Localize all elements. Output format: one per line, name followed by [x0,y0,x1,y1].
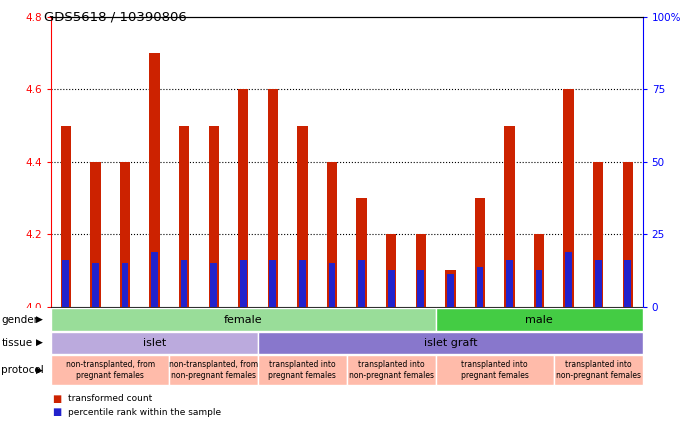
Bar [61,126,71,307]
Bar [505,126,515,307]
Bar [445,270,456,307]
Bar [151,253,158,307]
Text: tissue: tissue [1,338,33,348]
Text: protocol: protocol [1,365,44,375]
Bar [210,263,217,307]
Text: transplanted into
pregnant females: transplanted into pregnant females [269,360,337,380]
Bar [299,260,306,307]
Bar [179,126,189,307]
Text: ■: ■ [52,394,62,404]
Bar [122,263,129,307]
Text: female: female [224,315,262,324]
Text: non-transplanted, from
non-pregnant females: non-transplanted, from non-pregnant fema… [169,360,258,380]
Text: ▶: ▶ [36,338,43,347]
Bar [92,263,99,307]
Bar [150,53,160,307]
Text: male: male [525,315,553,324]
Bar [447,274,454,307]
Text: percentile rank within the sample: percentile rank within the sample [68,408,221,417]
Text: ▶: ▶ [36,315,43,324]
Bar [415,234,426,307]
Bar [386,234,396,307]
Bar [477,267,483,307]
Bar [534,234,544,307]
Bar [328,263,335,307]
Text: GDS5618 / 10390806: GDS5618 / 10390806 [44,11,187,24]
Bar [388,270,394,307]
Text: transformed count: transformed count [68,394,152,404]
Bar [506,260,513,307]
Text: islet graft: islet graft [424,338,477,348]
Text: ■: ■ [52,407,62,418]
Bar [595,260,602,307]
Text: ▶: ▶ [36,365,43,375]
Bar [624,260,631,307]
Text: transplanted into
non-pregnant females: transplanted into non-pregnant females [556,360,641,380]
Bar [327,162,337,307]
Text: non-transplanted, from
pregnant females: non-transplanted, from pregnant females [65,360,155,380]
Bar [564,89,574,307]
Bar [475,198,485,307]
Bar [268,89,278,307]
Text: gender: gender [1,315,38,324]
Bar [181,260,188,307]
Text: transplanted into
pregnant females: transplanted into pregnant females [461,360,528,380]
Bar [63,260,69,307]
Text: transplanted into
non-pregnant females: transplanted into non-pregnant females [349,360,434,380]
Bar [358,260,365,307]
Bar [418,270,424,307]
Bar [593,162,603,307]
Bar [536,270,543,307]
Bar [565,253,572,307]
Bar [240,260,247,307]
Bar [209,126,219,307]
Bar [90,162,101,307]
Bar [269,260,276,307]
Bar [120,162,130,307]
Bar [356,198,367,307]
Bar [623,162,633,307]
Bar [297,126,307,307]
Bar [238,89,248,307]
Text: islet: islet [143,338,166,348]
